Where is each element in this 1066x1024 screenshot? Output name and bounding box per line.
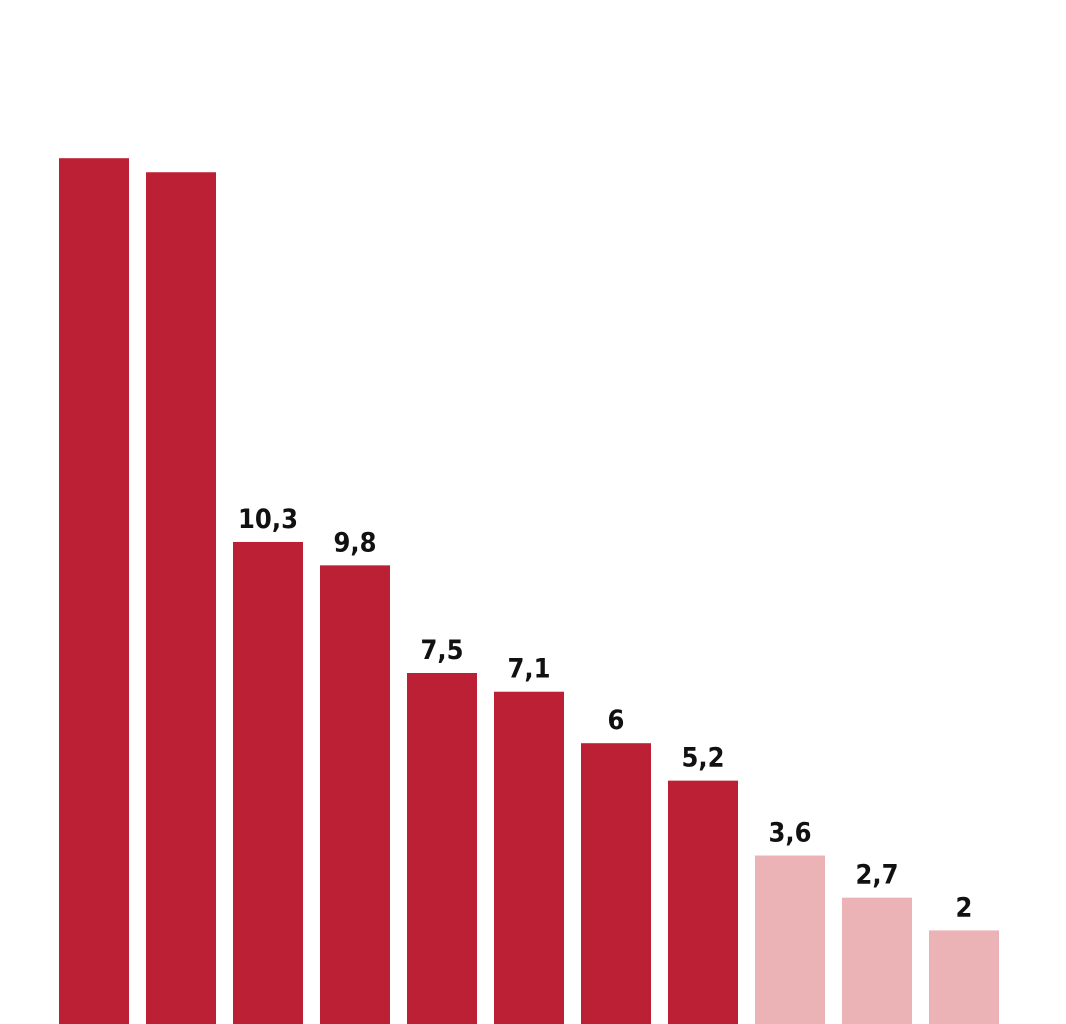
- bar-8: [668, 780, 738, 1024]
- bar-5: [407, 673, 477, 1024]
- bar-11: [929, 930, 999, 1024]
- bar-3: [233, 541, 303, 1024]
- bar-value-label-8: 5,2: [681, 743, 724, 774]
- bar-value-label-9: 3,6: [768, 818, 811, 849]
- value-labels-layer: 10,3 9,8 7,5 7,1 6 5,2 3,6 2,7 2: [238, 504, 972, 923]
- bar-7: [581, 743, 651, 1024]
- bar-value-label-3: 10,3: [238, 504, 298, 535]
- bar-10: [842, 897, 912, 1024]
- bars-layer: [59, 158, 999, 1024]
- bar-value-label-7: 6: [608, 705, 625, 736]
- bar-1: [59, 158, 129, 1024]
- bar-9: [755, 855, 825, 1024]
- bar-value-label-5: 7,5: [420, 635, 463, 666]
- bar-4: [320, 565, 390, 1024]
- bar-value-label-10: 2,7: [855, 860, 898, 891]
- bar-value-label-4: 9,8: [333, 527, 376, 558]
- bar-2: [146, 172, 216, 1024]
- bar-6: [494, 691, 564, 1024]
- bar-value-label-6: 7,1: [507, 654, 550, 685]
- bar-value-label-11: 2: [956, 892, 973, 923]
